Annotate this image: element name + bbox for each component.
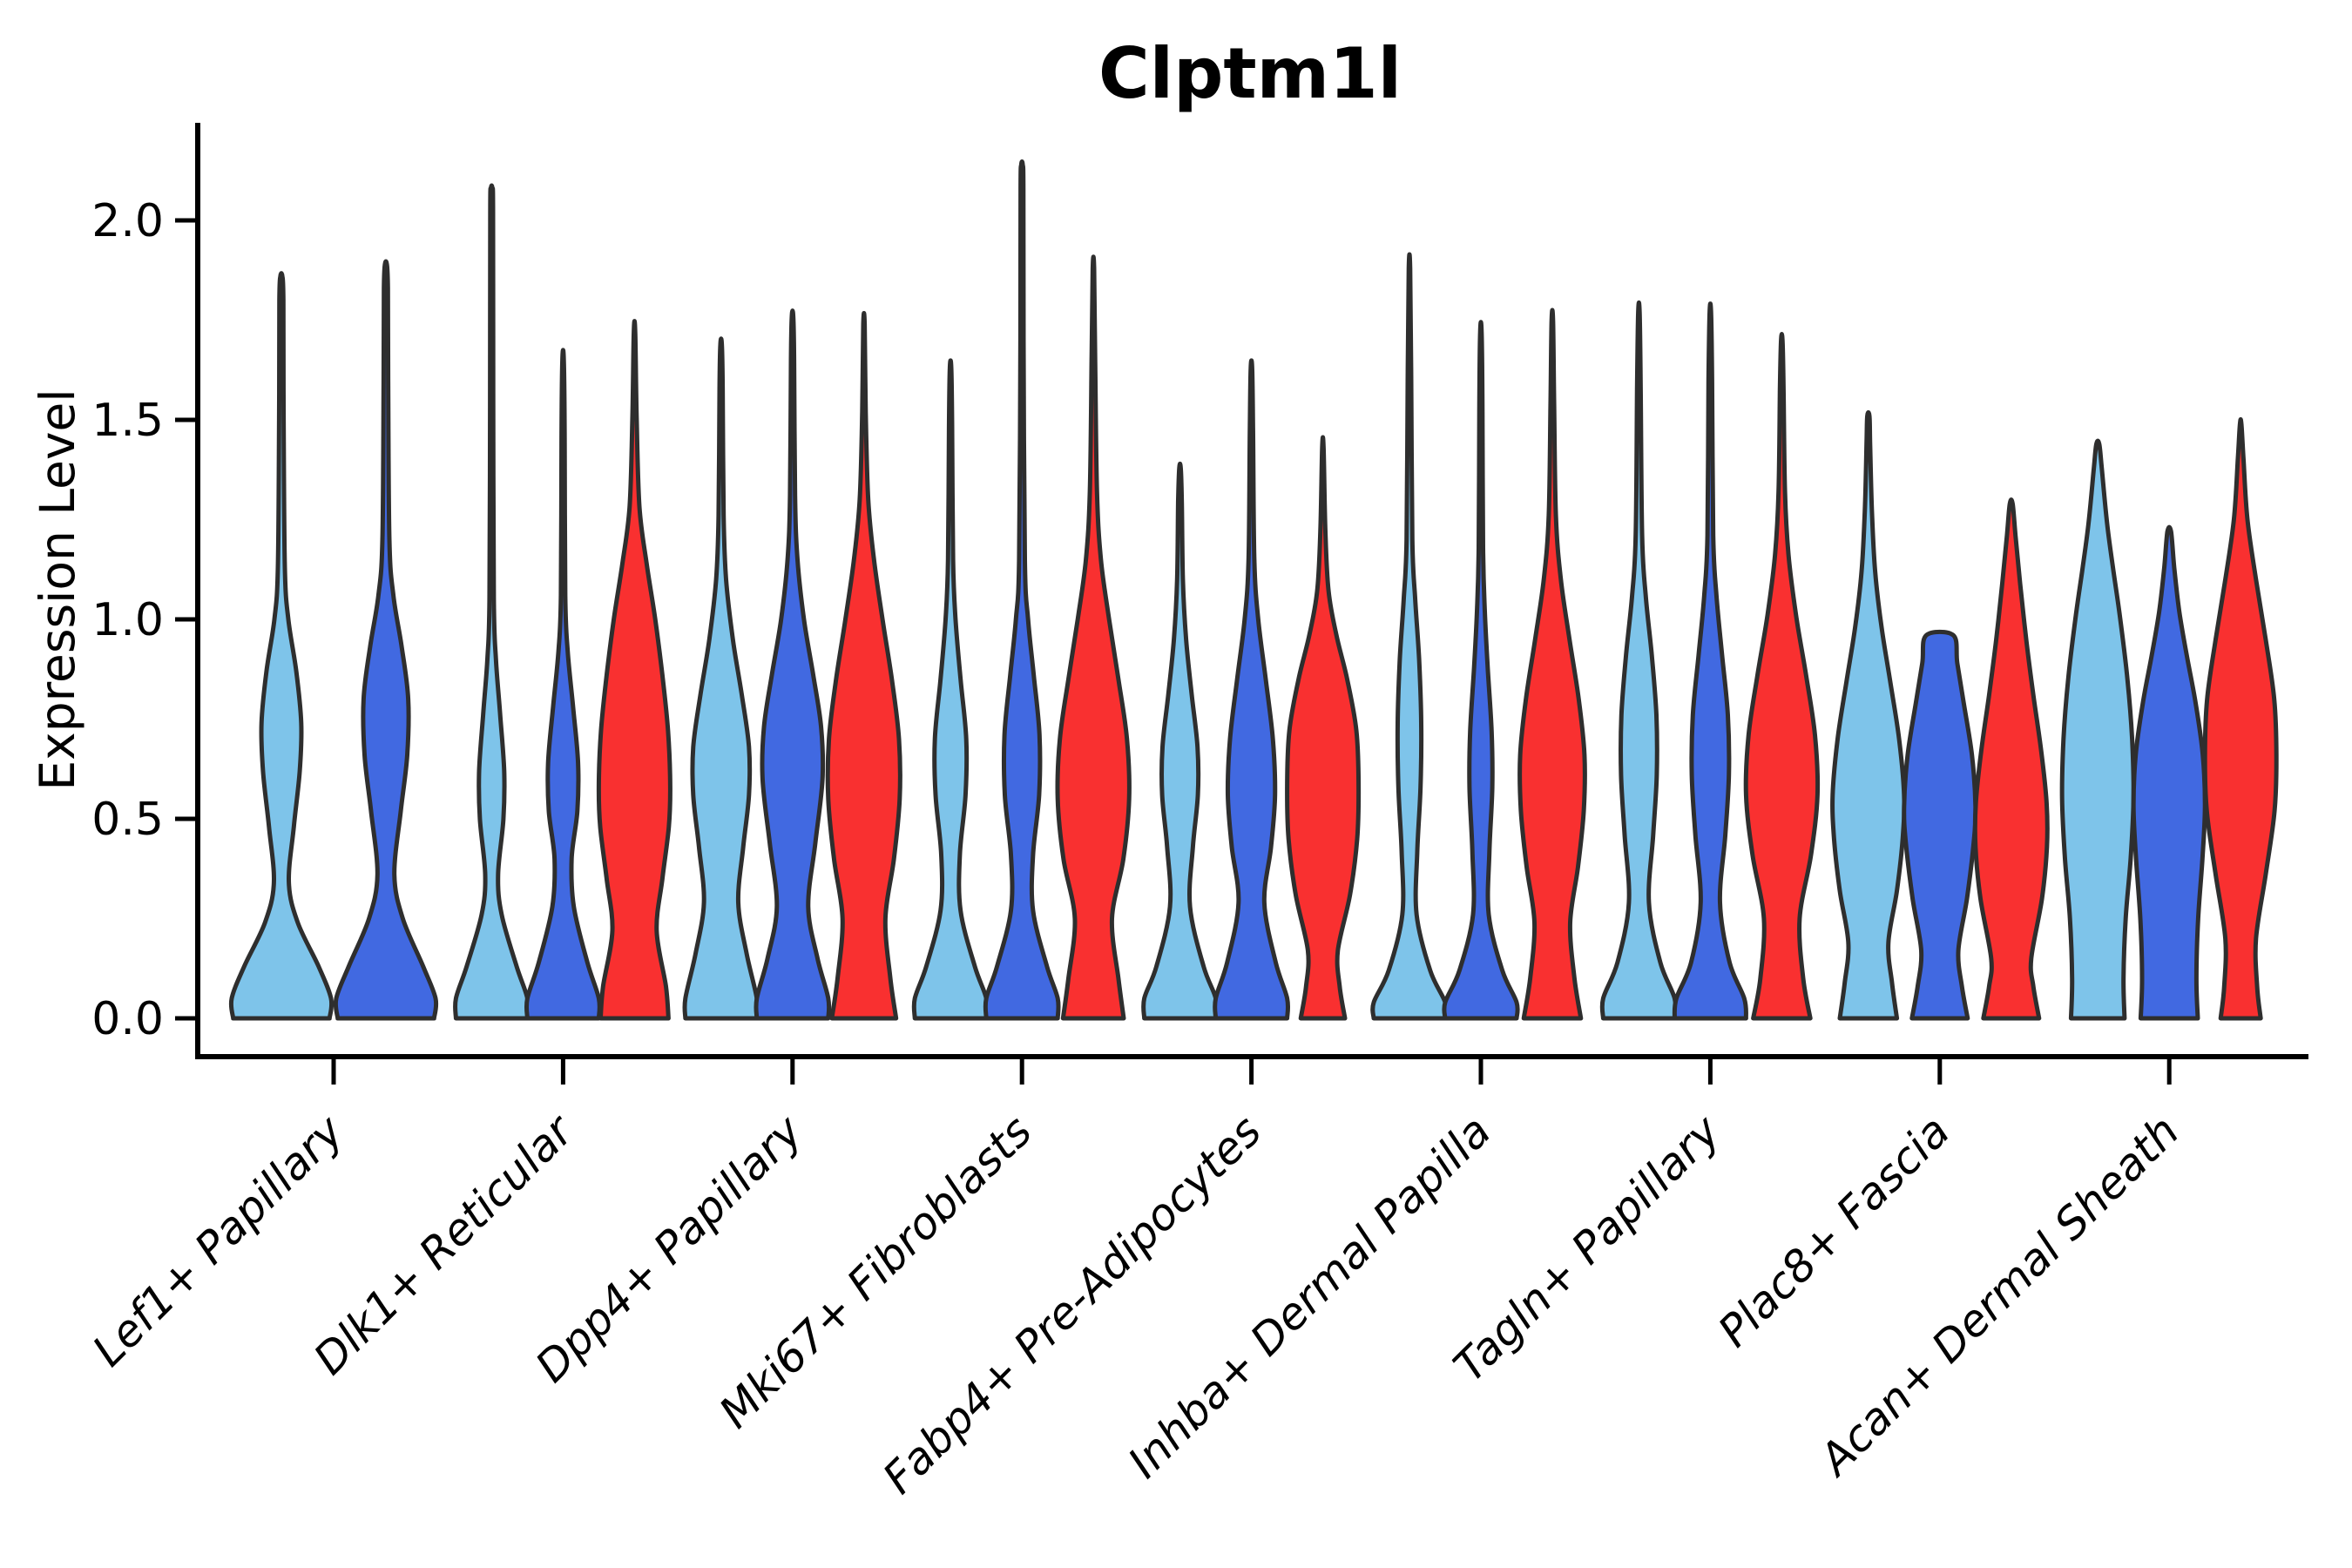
violin-red-plac8-fascia [1972, 497, 2050, 1021]
y-tick-label: 1.0 [91, 594, 164, 646]
x-tick-label: Plac8+ Fascia [1708, 1105, 1959, 1356]
y-tick-label: 0.0 [91, 993, 164, 1045]
y-axis-ticks: 0.0 0.5 1.0 1.5 2.0 [91, 195, 198, 1045]
violin-light_blue-tagln-papillary [1599, 300, 1679, 1021]
violin-red-inhba-dermal-papilla [1517, 308, 1587, 1021]
y-tick-label: 2.0 [91, 195, 164, 247]
violin-dark_blue-mki67-fibroblasts [983, 159, 1061, 1021]
violin-red-fabp4-pre-adipocytes [1285, 435, 1362, 1021]
violins-layer [228, 159, 2279, 1021]
violin-light_blue-dpp4-papillary [682, 336, 760, 1021]
violin-light_blue-inhba-dermal-papilla [1370, 252, 1449, 1021]
violin-dark_blue-inhba-dermal-papilla [1442, 320, 1520, 1021]
violin-light_blue-acan-dermal-sheath [2059, 438, 2136, 1021]
violin-red-tagln-papillary [1743, 332, 1821, 1021]
violin-red-mki67-fibroblasts [1055, 254, 1132, 1021]
violin-light_blue-dlk1-reticular [453, 183, 531, 1021]
violin-dark_blue-fabp4-pre-adipocytes [1213, 358, 1291, 1021]
plot-title: Clptm1l [1098, 33, 1402, 114]
violin-dark_blue-dpp4-papillary [754, 308, 832, 1021]
violin-dark_blue-acan-dermal-sheath [2131, 524, 2207, 1021]
violin-light_blue-fabp4-pre-adipocytes [1141, 461, 1220, 1021]
x-tick-label: Fabp4+ Pre-Adipocytes [874, 1105, 1272, 1504]
x-tick-label: Acan+ Dermal Sheath [1808, 1105, 2189, 1486]
violin-red-dpp4-papillary [825, 311, 902, 1021]
violin-light_blue-lef1-papillary [228, 271, 335, 1021]
violin-dark_blue-plac8-fascia [1902, 629, 1978, 1021]
x-tick-label: Lef1+ Papillary [83, 1105, 354, 1375]
y-tick-label: 1.5 [91, 395, 164, 447]
violin-dark_blue-dlk1-reticular [524, 348, 602, 1021]
violin-light_blue-mki67-fibroblasts [911, 358, 990, 1021]
violin-red-dlk1-reticular [596, 319, 672, 1021]
violin-light_blue-plac8-fascia [1830, 409, 1907, 1021]
violin-dark_blue-tagln-papillary [1672, 301, 1748, 1021]
violin-red-acan-dermal-sheath [2202, 416, 2279, 1021]
y-axis-label: Expression Level [30, 389, 85, 790]
x-tick-label: Inhba+ Dermal Papilla [1119, 1105, 1500, 1487]
violin-dark_blue-lef1-papillary [333, 259, 439, 1021]
y-tick-label: 0.5 [91, 794, 164, 846]
